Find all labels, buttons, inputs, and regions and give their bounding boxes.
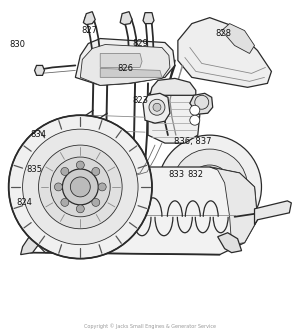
Text: 834: 834 — [31, 130, 46, 139]
Circle shape — [158, 135, 262, 239]
Polygon shape — [178, 18, 272, 87]
Text: 829: 829 — [132, 39, 148, 48]
Circle shape — [190, 105, 200, 115]
Circle shape — [22, 129, 138, 245]
Polygon shape — [28, 167, 257, 255]
Circle shape — [98, 183, 106, 191]
Polygon shape — [28, 172, 56, 253]
Circle shape — [198, 175, 222, 199]
Circle shape — [190, 115, 200, 125]
Polygon shape — [143, 13, 154, 23]
Text: 826: 826 — [117, 64, 133, 73]
Polygon shape — [100, 68, 162, 77]
Circle shape — [62, 169, 98, 205]
Text: 836, 837: 836, 837 — [174, 137, 212, 146]
Circle shape — [149, 99, 165, 115]
Text: 827: 827 — [81, 26, 97, 35]
Circle shape — [9, 115, 152, 259]
Text: 830: 830 — [10, 40, 26, 49]
Polygon shape — [222, 23, 254, 54]
Text: 823: 823 — [132, 96, 148, 105]
Polygon shape — [80, 45, 170, 85]
Circle shape — [92, 198, 100, 206]
Circle shape — [38, 145, 122, 229]
Polygon shape — [120, 12, 132, 24]
Polygon shape — [254, 201, 291, 225]
Circle shape — [70, 177, 90, 197]
Text: 832: 832 — [187, 170, 203, 179]
Circle shape — [61, 198, 69, 206]
Text: 835: 835 — [26, 165, 42, 174]
Polygon shape — [150, 78, 196, 95]
Polygon shape — [218, 233, 242, 253]
Polygon shape — [75, 39, 175, 85]
Circle shape — [153, 103, 161, 111]
Text: 824: 824 — [16, 198, 32, 207]
Polygon shape — [34, 65, 44, 75]
Circle shape — [92, 168, 100, 176]
Text: 833: 833 — [168, 170, 184, 179]
Circle shape — [172, 149, 247, 225]
Polygon shape — [148, 87, 200, 143]
Circle shape — [76, 205, 84, 213]
Circle shape — [61, 168, 69, 176]
Circle shape — [76, 161, 84, 169]
Polygon shape — [100, 54, 142, 67]
Polygon shape — [83, 12, 95, 24]
Text: 828: 828 — [216, 29, 232, 38]
Polygon shape — [21, 235, 38, 255]
Circle shape — [50, 157, 110, 217]
Polygon shape — [210, 167, 257, 245]
Circle shape — [54, 183, 62, 191]
Polygon shape — [190, 93, 213, 114]
Circle shape — [195, 95, 209, 109]
Circle shape — [188, 165, 232, 209]
Text: Copyright © Jacks Small Engines & Generator Service: Copyright © Jacks Small Engines & Genera… — [84, 324, 216, 329]
Polygon shape — [143, 93, 170, 123]
